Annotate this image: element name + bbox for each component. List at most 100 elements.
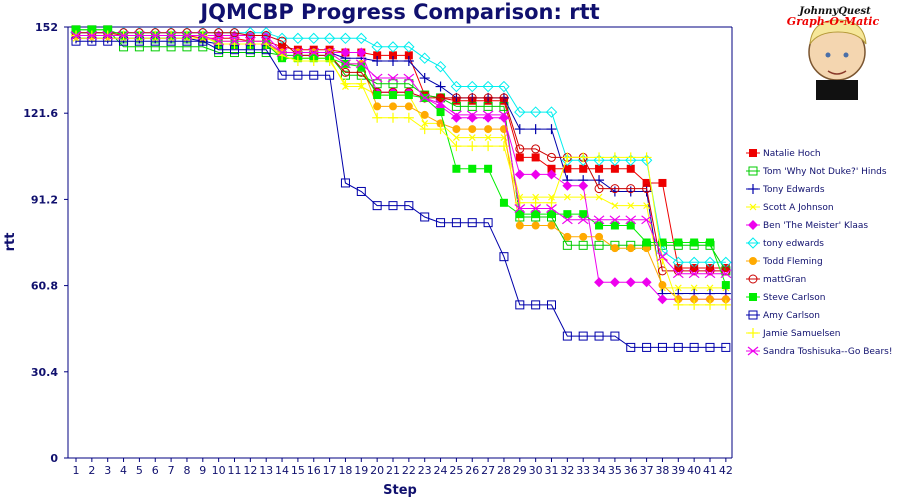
data-point: [672, 269, 684, 279]
legend-label: tony edwards: [763, 239, 824, 249]
data-point: [214, 28, 224, 38]
x-tick-label: 12: [243, 464, 257, 477]
data-point: [103, 25, 112, 34]
data-point: [546, 197, 557, 208]
data-point: [531, 210, 540, 219]
data-point: [562, 180, 573, 191]
data-point: [626, 244, 635, 253]
data-point: [356, 186, 366, 196]
x-tick-label: 30: [529, 464, 543, 477]
data-point: [165, 31, 177, 40]
legend-label: Tony Edwards: [762, 185, 825, 195]
data-point: [483, 218, 493, 228]
data-point: [658, 281, 667, 290]
data-point: [356, 78, 367, 89]
data-point: [578, 331, 588, 341]
data-point: [721, 281, 730, 290]
data-point: [468, 164, 477, 173]
data-point: [625, 215, 637, 225]
data-point: [467, 141, 478, 152]
data-point: [467, 93, 477, 103]
data-point: [373, 51, 382, 60]
data-point: [531, 153, 540, 162]
data-point: [514, 204, 526, 213]
data-point: [594, 152, 605, 163]
data-point: [435, 124, 446, 135]
data-point: [674, 238, 683, 247]
x-tick-label: 7: [168, 464, 175, 477]
data-point: [610, 221, 619, 230]
data-point: [308, 32, 320, 45]
legend-item: Ben 'The Meister' Klaas: [746, 220, 868, 231]
x-tick-label: 36: [624, 464, 638, 477]
x-tick-label: 6: [152, 464, 159, 477]
legend-marker: [748, 328, 758, 338]
data-point: [277, 70, 287, 80]
data-point: [213, 36, 225, 46]
legend-item: Tony Edwards: [746, 184, 825, 195]
data-point: [515, 300, 525, 310]
data-point: [86, 31, 98, 40]
data-point: [498, 110, 510, 120]
data-point: [388, 201, 398, 211]
data-point: [562, 152, 573, 163]
data-point: [403, 56, 414, 67]
data-point: [641, 215, 652, 225]
x-tick-label: 35: [608, 464, 622, 477]
x-tick-label: 31: [545, 464, 559, 477]
data-point: [595, 193, 603, 201]
data-point: [514, 124, 525, 135]
data-point: [87, 25, 96, 34]
data-point: [578, 240, 588, 250]
data-point: [498, 80, 510, 93]
x-tick-label: 11: [228, 464, 242, 477]
x-tick-label: 41: [703, 464, 717, 477]
data-point: [419, 93, 431, 103]
data-point: [388, 112, 398, 123]
data-point: [593, 215, 605, 225]
legend-label: Natalie Hoch: [763, 149, 821, 159]
data-point: [577, 154, 589, 166]
data-point: [562, 331, 572, 341]
data-point: [356, 47, 367, 58]
x-tick-label: 10: [212, 464, 226, 477]
data-point: [389, 51, 397, 60]
legend-label: Jamie Samuelsen: [762, 329, 841, 339]
legend-label: Todd Fleming: [762, 257, 823, 267]
data-point: [610, 244, 619, 253]
series-tony-edwards: [70, 26, 732, 269]
legend-item: Scott A Johnson: [746, 203, 834, 213]
data-point: [531, 300, 541, 310]
data-point: [547, 164, 556, 173]
data-point: [579, 210, 588, 219]
data-point: [387, 41, 399, 53]
data-point: [721, 295, 730, 304]
data-point: [595, 232, 604, 241]
data-point: [434, 60, 447, 73]
data-point: [483, 141, 494, 152]
series-tom-why-not-duke-hinds: [71, 25, 731, 276]
data-point: [674, 295, 683, 304]
data-point: [547, 210, 556, 219]
data-point: [594, 277, 605, 288]
data-point: [134, 31, 145, 40]
legend-marker: [747, 346, 759, 356]
data-point: [373, 102, 382, 111]
data-point: [324, 48, 335, 57]
x-tick-label: 21: [386, 464, 400, 477]
data-point: [389, 91, 397, 100]
x-tick-label: 34: [592, 464, 606, 477]
series-sandra-toshisuka-go-bears: [70, 31, 732, 279]
data-point: [688, 269, 700, 279]
data-point: [577, 215, 589, 225]
data-point: [562, 240, 572, 250]
logo-smile: [827, 70, 847, 75]
data-point: [657, 294, 668, 305]
data-point: [372, 56, 383, 67]
data-point: [373, 91, 382, 100]
logo-text-top: JohnnyQuest: [797, 6, 871, 17]
legend-label: mattGran: [763, 275, 806, 285]
data-point: [627, 202, 635, 210]
data-point: [594, 240, 604, 250]
